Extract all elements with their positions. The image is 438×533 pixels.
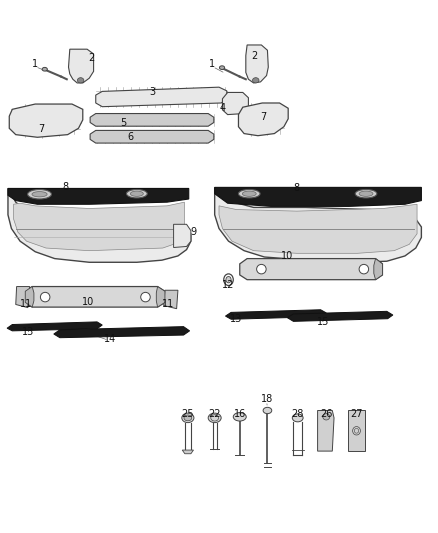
Polygon shape bbox=[90, 131, 214, 143]
Polygon shape bbox=[287, 311, 393, 321]
Ellipse shape bbox=[323, 414, 330, 420]
Polygon shape bbox=[215, 188, 421, 206]
Text: 7: 7 bbox=[260, 112, 266, 122]
Polygon shape bbox=[156, 287, 165, 307]
Polygon shape bbox=[238, 103, 288, 136]
Polygon shape bbox=[14, 202, 184, 251]
Polygon shape bbox=[318, 410, 334, 451]
Ellipse shape bbox=[359, 191, 373, 196]
Ellipse shape bbox=[263, 407, 272, 414]
Text: 25: 25 bbox=[182, 409, 194, 419]
Text: 13: 13 bbox=[230, 314, 242, 324]
Ellipse shape bbox=[28, 190, 51, 199]
Polygon shape bbox=[246, 45, 268, 83]
Polygon shape bbox=[25, 287, 34, 307]
Polygon shape bbox=[25, 287, 165, 307]
Text: 10: 10 bbox=[82, 297, 95, 308]
Text: 1: 1 bbox=[32, 60, 38, 69]
Ellipse shape bbox=[292, 414, 303, 422]
Ellipse shape bbox=[32, 191, 47, 197]
Ellipse shape bbox=[238, 190, 260, 198]
Polygon shape bbox=[8, 189, 191, 262]
Text: 3: 3 bbox=[149, 87, 155, 98]
Ellipse shape bbox=[184, 415, 192, 421]
Ellipse shape bbox=[359, 264, 369, 274]
Polygon shape bbox=[374, 259, 382, 280]
Text: 9: 9 bbox=[190, 227, 196, 237]
Polygon shape bbox=[215, 188, 421, 262]
Ellipse shape bbox=[131, 191, 143, 196]
Ellipse shape bbox=[127, 190, 147, 198]
Polygon shape bbox=[68, 49, 94, 83]
Polygon shape bbox=[226, 310, 326, 319]
Ellipse shape bbox=[355, 190, 377, 198]
Polygon shape bbox=[8, 189, 189, 204]
Text: 1: 1 bbox=[209, 60, 215, 69]
Text: 12: 12 bbox=[222, 280, 234, 290]
Polygon shape bbox=[54, 327, 190, 338]
Text: 11: 11 bbox=[162, 300, 174, 310]
Polygon shape bbox=[219, 204, 417, 253]
Ellipse shape bbox=[242, 191, 256, 196]
Text: 27: 27 bbox=[350, 409, 363, 419]
Ellipse shape bbox=[253, 78, 259, 83]
Text: 16: 16 bbox=[233, 409, 246, 419]
Ellipse shape bbox=[141, 292, 150, 302]
Ellipse shape bbox=[182, 413, 194, 423]
Text: 22: 22 bbox=[208, 409, 221, 419]
Text: 13: 13 bbox=[22, 327, 34, 337]
Polygon shape bbox=[96, 87, 227, 107]
Ellipse shape bbox=[257, 264, 266, 274]
Text: 18: 18 bbox=[261, 394, 274, 405]
Polygon shape bbox=[182, 450, 194, 454]
Text: 2: 2 bbox=[251, 51, 258, 61]
Ellipse shape bbox=[208, 413, 221, 423]
Text: 8: 8 bbox=[63, 182, 68, 192]
Polygon shape bbox=[223, 92, 248, 115]
Text: 8: 8 bbox=[294, 183, 300, 193]
Text: 28: 28 bbox=[292, 409, 304, 419]
Ellipse shape bbox=[42, 67, 47, 71]
Ellipse shape bbox=[78, 78, 84, 83]
Text: 10: 10 bbox=[281, 251, 293, 261]
Polygon shape bbox=[164, 290, 178, 309]
Text: 7: 7 bbox=[38, 124, 44, 134]
Text: 5: 5 bbox=[120, 118, 126, 128]
Polygon shape bbox=[240, 259, 382, 280]
Ellipse shape bbox=[226, 277, 231, 283]
Text: 6: 6 bbox=[127, 132, 134, 142]
Text: 4: 4 bbox=[219, 103, 226, 114]
Ellipse shape bbox=[219, 66, 225, 69]
Text: 26: 26 bbox=[320, 409, 332, 419]
Text: 14: 14 bbox=[104, 334, 116, 344]
Ellipse shape bbox=[40, 292, 50, 302]
Polygon shape bbox=[9, 104, 83, 138]
Ellipse shape bbox=[233, 413, 246, 421]
Polygon shape bbox=[173, 224, 191, 247]
Polygon shape bbox=[7, 322, 102, 331]
Ellipse shape bbox=[224, 274, 233, 286]
Text: 11: 11 bbox=[21, 300, 33, 310]
Polygon shape bbox=[348, 410, 365, 451]
Polygon shape bbox=[16, 287, 30, 308]
Text: 2: 2 bbox=[88, 53, 95, 63]
Polygon shape bbox=[90, 114, 214, 126]
Text: 15: 15 bbox=[317, 317, 329, 327]
